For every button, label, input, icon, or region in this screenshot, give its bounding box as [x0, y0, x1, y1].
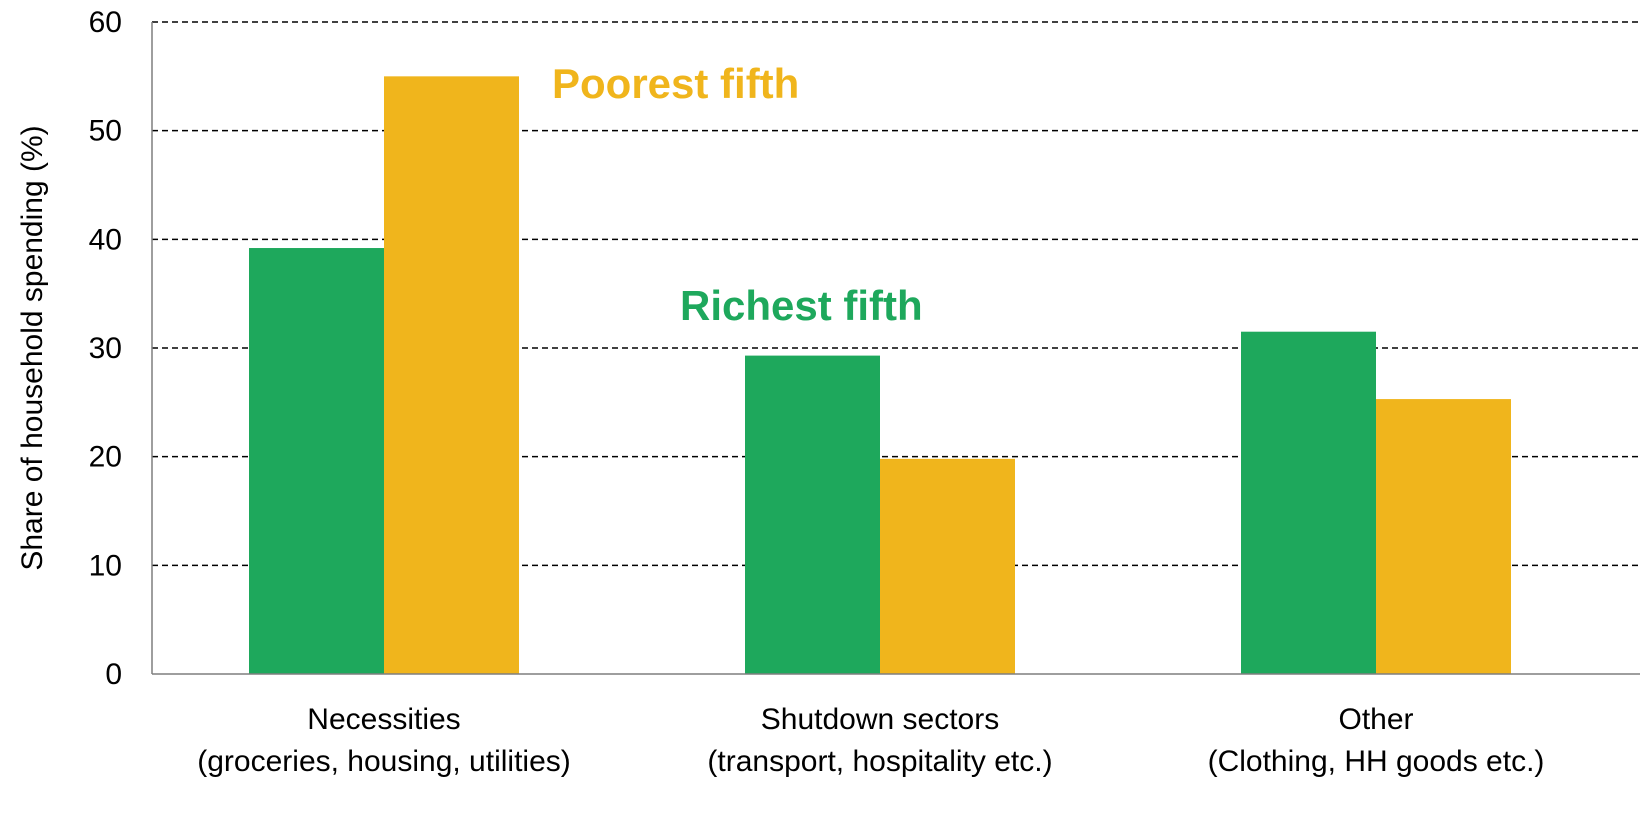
bars [249, 76, 1511, 675]
x-category-labels: Necessities (groceries, housing, utilitie… [197, 703, 1544, 778]
bar-richest-2 [1241, 331, 1376, 674]
bar-richest-1 [745, 355, 880, 674]
category-sublabel: (groceries, housing, utilities) [197, 745, 571, 778]
y-tick-label: 30 [89, 332, 122, 365]
axes [151, 22, 1640, 675]
y-tick-labels: 0 10 20 30 40 50 60 [89, 6, 122, 691]
category-label: Shutdown sectors [761, 703, 999, 736]
bar-poorest-2 [1376, 399, 1511, 674]
category-label: Necessities [307, 703, 460, 736]
y-tick-label: 50 [89, 115, 122, 148]
y-tick-label: 60 [89, 6, 122, 39]
category-label: Other [1338, 703, 1413, 736]
y-tick-label: 10 [89, 549, 122, 582]
y-tick-label: 0 [105, 658, 122, 691]
y-axis-title: Share of household spending (%) [16, 125, 49, 570]
category-sublabel: (Clothing, HH goods etc.) [1208, 745, 1545, 778]
series-label-poorest: Poorest fifth [552, 60, 799, 107]
category-sublabel: (transport, hospitality etc.) [707, 745, 1052, 778]
y-tick-label: 40 [89, 223, 122, 256]
bar-richest-0 [249, 248, 384, 674]
bar-poorest-0 [384, 76, 519, 675]
bar-poorest-1 [880, 458, 1015, 674]
series-label-richest: Richest fifth [680, 282, 923, 329]
y-tick-label: 20 [89, 441, 122, 474]
